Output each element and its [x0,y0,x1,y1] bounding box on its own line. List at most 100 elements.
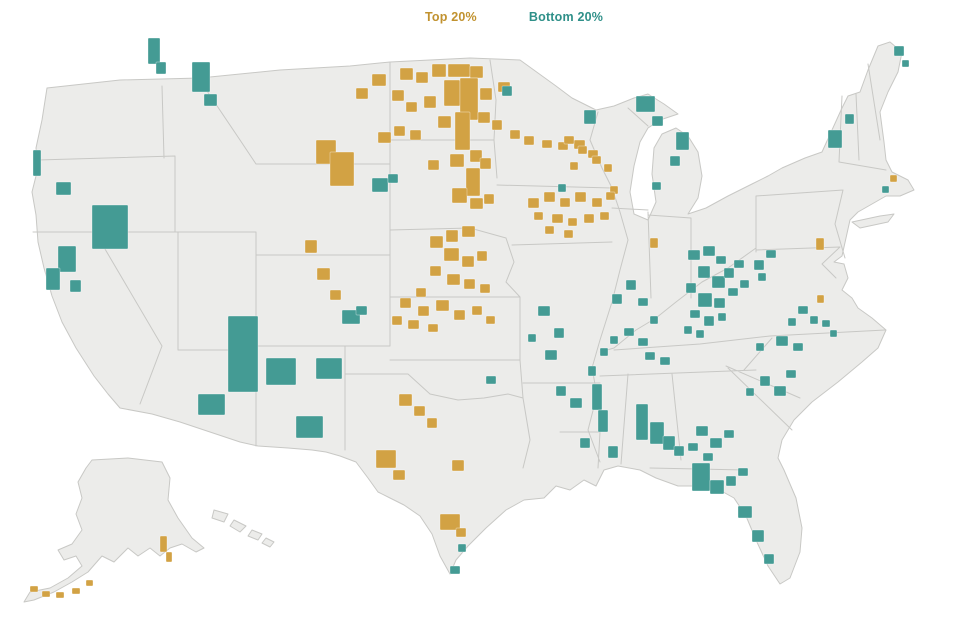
county-marker-top20[interactable] [471,305,483,316]
county-marker-top20[interactable] [426,417,438,429]
county-marker-bottom20[interactable] [737,505,753,519]
county-marker-top20[interactable] [469,65,484,79]
county-marker-bottom20[interactable] [725,475,737,487]
county-marker-bottom20[interactable] [147,37,161,65]
county-marker-top20[interactable] [605,191,616,201]
county-marker-bottom20[interactable] [659,356,671,366]
county-marker-top20[interactable] [479,157,492,170]
county-marker-top20[interactable] [371,73,387,87]
county-marker-bottom20[interactable] [797,305,809,315]
county-marker-top20[interactable] [355,87,369,100]
county-marker-top20[interactable] [649,237,659,249]
county-marker-bottom20[interactable] [695,329,705,339]
county-marker-top20[interactable] [71,587,81,595]
county-marker-top20[interactable] [417,305,430,317]
county-marker-top20[interactable] [541,139,553,149]
county-marker-bottom20[interactable] [687,442,699,452]
county-marker-bottom20[interactable] [669,155,681,167]
county-marker-bottom20[interactable] [355,305,368,316]
county-marker-bottom20[interactable] [501,85,513,97]
county-marker-bottom20[interactable] [737,467,749,477]
county-marker-bottom20[interactable] [55,181,72,196]
county-marker-top20[interactable] [451,459,465,472]
county-marker-bottom20[interactable] [901,59,910,68]
county-marker-top20[interactable] [463,278,476,290]
county-marker-top20[interactable] [431,63,447,78]
county-marker-top20[interactable] [533,211,544,221]
county-marker-top20[interactable] [591,197,603,208]
county-marker-top20[interactable] [461,255,475,268]
county-marker-bottom20[interactable] [623,327,635,337]
county-marker-bottom20[interactable] [651,115,664,127]
county-marker-bottom20[interactable] [759,375,771,387]
county-marker-bottom20[interactable] [637,337,649,347]
county-marker-bottom20[interactable] [69,279,82,293]
county-marker-top20[interactable] [559,197,571,208]
county-marker-bottom20[interactable] [91,204,129,250]
county-marker-top20[interactable] [603,163,613,173]
county-marker-top20[interactable] [316,267,331,281]
county-marker-bottom20[interactable] [597,409,609,433]
county-marker-top20[interactable] [451,187,468,204]
county-marker-bottom20[interactable] [155,61,167,75]
county-marker-bottom20[interactable] [341,309,361,325]
county-marker-top20[interactable] [415,287,427,298]
county-marker-top20[interactable] [435,299,450,312]
county-marker-top20[interactable] [449,153,465,168]
county-marker-bottom20[interactable] [713,297,726,309]
county-marker-top20[interactable] [551,213,564,224]
county-marker-top20[interactable] [413,405,426,417]
county-marker-bottom20[interactable] [723,267,735,279]
county-marker-top20[interactable] [569,161,579,171]
county-marker-top20[interactable] [443,247,460,262]
county-marker-bottom20[interactable] [32,149,42,177]
county-marker-bottom20[interactable] [687,249,701,261]
county-marker-top20[interactable] [427,159,440,171]
county-marker-bottom20[interactable] [555,385,567,397]
county-marker-bottom20[interactable] [821,319,831,328]
county-marker-bottom20[interactable] [569,397,583,409]
county-marker-top20[interactable] [563,229,574,239]
county-marker-top20[interactable] [165,551,173,563]
county-marker-bottom20[interactable] [449,565,461,575]
county-marker-bottom20[interactable] [587,365,597,377]
county-marker-bottom20[interactable] [583,109,597,125]
county-marker-top20[interactable] [577,145,588,155]
county-marker-bottom20[interactable] [787,317,797,327]
county-marker-top20[interactable] [483,193,495,205]
county-marker-bottom20[interactable] [649,421,665,445]
county-marker-bottom20[interactable] [651,181,662,191]
county-marker-bottom20[interactable] [757,272,767,282]
county-marker-bottom20[interactable] [733,259,745,269]
county-marker-bottom20[interactable] [773,385,787,397]
county-marker-top20[interactable] [476,250,488,262]
county-marker-bottom20[interactable] [527,333,537,343]
county-marker-bottom20[interactable] [751,529,765,543]
county-marker-bottom20[interactable] [683,325,693,335]
county-marker-bottom20[interactable] [827,129,843,149]
county-marker-bottom20[interactable] [607,445,619,459]
county-marker-bottom20[interactable] [739,279,750,289]
county-marker-top20[interactable] [527,197,540,209]
county-marker-top20[interactable] [29,585,39,593]
county-marker-top20[interactable] [393,125,406,137]
county-marker-top20[interactable] [377,131,392,144]
county-marker-top20[interactable] [544,225,555,235]
county-marker-top20[interactable] [599,211,610,221]
county-marker-bottom20[interactable] [723,429,735,439]
county-marker-bottom20[interactable] [703,315,715,327]
county-marker-bottom20[interactable] [709,437,723,449]
county-marker-bottom20[interactable] [537,305,551,317]
county-marker-top20[interactable] [304,239,318,254]
county-marker-top20[interactable] [465,167,481,197]
county-marker-top20[interactable] [816,294,825,304]
county-marker-bottom20[interactable] [315,357,343,380]
county-marker-bottom20[interactable] [675,131,690,151]
county-marker-top20[interactable] [469,149,483,163]
county-marker-bottom20[interactable] [45,267,61,291]
county-marker-top20[interactable] [479,87,493,101]
county-marker-top20[interactable] [391,89,405,102]
county-marker-bottom20[interactable] [265,357,297,386]
county-marker-bottom20[interactable] [457,543,467,553]
county-marker-bottom20[interactable] [57,245,77,273]
